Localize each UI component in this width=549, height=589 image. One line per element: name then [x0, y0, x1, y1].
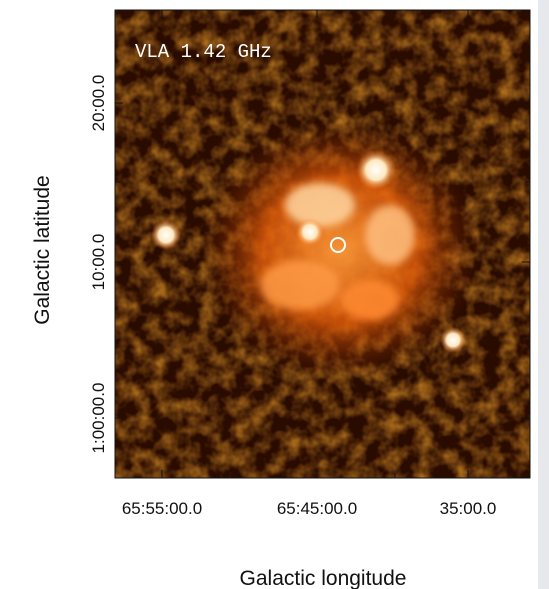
x-tick-label: 35:00.0 [440, 499, 497, 518]
figure: VLA 1.42 GHz 65:55:00.0 65:45:00.0 35:00… [0, 0, 549, 589]
y-axis-title: Galactic latitude [31, 175, 54, 324]
x-axis-title: Galactic longitude [240, 567, 407, 589]
y-tick-label: 1:00:00.0 [89, 383, 108, 454]
y-tick-label: 20:00.0 [89, 75, 108, 132]
radio-image [115, 10, 530, 478]
x-tick-label: 65:45:00.0 [277, 499, 357, 518]
annotation: VLA 1.42 GHz [135, 41, 272, 63]
y-tick-label: 10:00.0 [89, 234, 108, 291]
scroll-strip [538, 0, 549, 589]
x-tick-label: 65:55:00.0 [122, 499, 202, 518]
